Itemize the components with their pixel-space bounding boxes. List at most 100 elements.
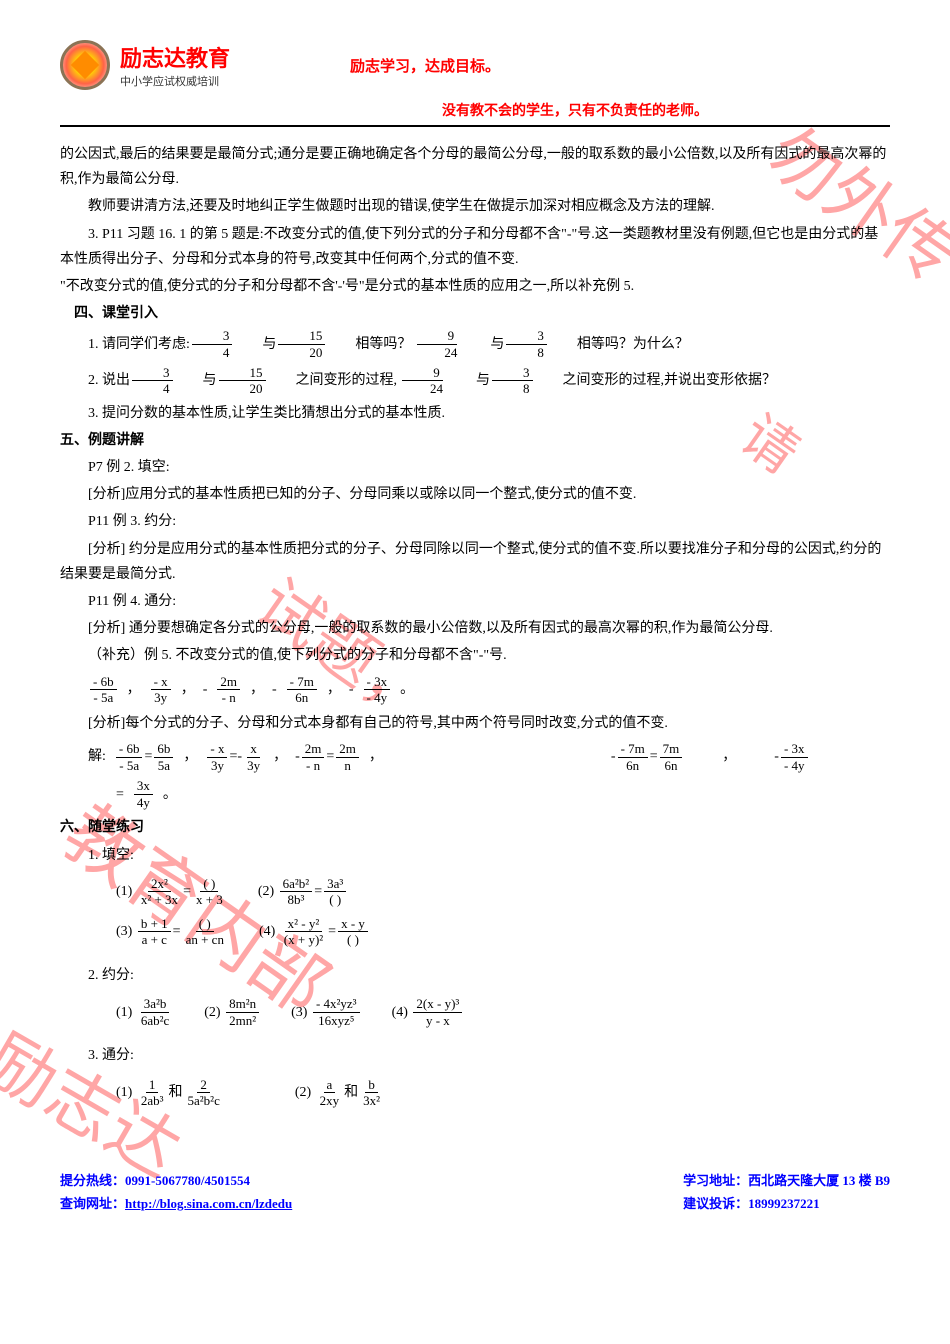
numerator: - 7m (618, 741, 648, 758)
denominator: 6n (292, 690, 311, 706)
denominator: 2mn² (226, 1013, 259, 1029)
paragraph: P11 例 3. 约分: (60, 509, 890, 534)
paragraph: 的公因式,最后的结果要是最简分式;通分是要正确地确定各个分母的最简公分母,一般的… (60, 142, 890, 192)
label: (2) (204, 1000, 220, 1025)
solution-line: 解: - 6b- 5a = 6b5a ， - x3y =- x3y ， - 2m… (60, 741, 890, 773)
text: = (328, 919, 336, 944)
numerator: ( ) (200, 876, 218, 893)
text: = (326, 744, 334, 769)
numerator: 6b (154, 741, 173, 758)
denominator: - 4y (364, 690, 391, 706)
denominator: 24 (413, 345, 460, 361)
exercise-row: (3) b + 1a + c = ( )an + cn (4) x² - y²(… (60, 916, 890, 948)
label: (3) (291, 1000, 307, 1025)
denominator: 2xy (317, 1093, 343, 1109)
exercise-title: 3. 通分: (60, 1043, 890, 1068)
text: 解: (88, 744, 106, 769)
denominator: 3y (151, 690, 170, 706)
logo-icon (60, 40, 110, 90)
denominator: 8b³ (284, 892, 307, 908)
exercise-row: (1) 2x²x² + 3x = ( )x + 3 (2) 6a²b²8b³ =… (60, 876, 890, 908)
paragraph: 3. P11 习题 16. 1 的第 5 题是:不改变分式的值,使下列分式的分子… (60, 222, 890, 272)
numerator: 2x² (148, 876, 171, 893)
section-title: 五、例题讲解 (60, 428, 890, 453)
denominator: - 5a (116, 758, 142, 774)
numerator: x (247, 741, 260, 758)
brand-title: 励志达教育 (120, 41, 230, 73)
label: (4) (392, 1000, 408, 1025)
solution-cont: = 3x4y 。 (60, 778, 890, 810)
text: - (272, 677, 277, 702)
text: 之间变形的过程, (268, 368, 398, 393)
text: ， (250, 677, 264, 702)
text: ， (327, 677, 341, 702)
numerator: 3a²b (141, 996, 170, 1013)
text: = (314, 879, 322, 904)
denominator: y - x (423, 1013, 453, 1029)
numerator: 3 (132, 365, 173, 382)
denominator: 6n (661, 758, 680, 774)
label: (4) (259, 919, 275, 944)
text: = (116, 782, 124, 807)
denominator: n (341, 758, 354, 774)
label: (1) (116, 1080, 132, 1105)
denominator: ( ) (344, 932, 362, 948)
denominator: 3y (244, 758, 263, 774)
url-label: 查询网址： (60, 1196, 125, 1211)
header-note: 没有教不会的学生，只有不负责任的老师。 (60, 100, 890, 120)
exercise-title: 2. 约分: (60, 963, 890, 988)
url-link[interactable]: http://blog.sina.com.cn/lzdedu (125, 1196, 292, 1211)
fraction-list: - 6b- 5a， - x3y， -2m- n， -- 7m6n， -- 3x-… (60, 674, 890, 706)
text: ， (181, 677, 195, 702)
numerator: b (365, 1077, 378, 1094)
question-1: 1. 请同学们考虑: 34 与 1520 相等吗？ 924 与 38 相等吗？为… (60, 328, 689, 360)
denominator: 3y (208, 758, 227, 774)
numerator: 3 (492, 365, 533, 382)
exercise-title: 1. 填空: (60, 843, 890, 868)
denominator: ( ) (326, 892, 344, 908)
paragraph: [分析]每个分式的分子、分母和分式本身都有自己的符号,其中两个符号同时改变,分式… (60, 711, 890, 736)
question-2: 2. 说出 34 与 1520 之间变形的过程, 924 与 38 之间变形的过… (60, 365, 776, 397)
denominator: - n (303, 758, 323, 774)
denominator: 16xyz⁵ (315, 1013, 357, 1029)
numerator: 3a³ (324, 876, 346, 893)
denominator: 4 (132, 381, 173, 397)
denominator: - n (219, 690, 239, 706)
denominator: 3x² (360, 1093, 383, 1109)
text: 2. 说出 (60, 368, 130, 393)
text: ， (127, 677, 141, 702)
denominator: 8 (492, 381, 533, 397)
text: - (295, 744, 300, 769)
denominator: 8 (506, 345, 547, 361)
numerator: 7m (660, 741, 683, 758)
numerator: x² - y² (285, 916, 323, 933)
paragraph: 教师要讲清方法,还要及时地纠正学生做题时出现的错误,使学生在做提示加深对相应概念… (60, 194, 890, 219)
text: ， (369, 744, 383, 769)
text: - (349, 677, 354, 702)
denominator: 4 (192, 345, 233, 361)
page-footer: 提分热线：0991-5067780/4501554 查询网址：http://bl… (60, 1169, 890, 1216)
text: 。 (163, 782, 177, 807)
text: - (237, 744, 242, 769)
text: = (144, 744, 152, 769)
text: - (611, 744, 616, 769)
numerator: - 4x²yz³ (313, 996, 360, 1013)
text: = (173, 919, 181, 944)
text: = (183, 879, 191, 904)
paragraph: [分析] 通分要想确定各分式的公分母,一般的取系数的最小公倍数,以及所有因式的最… (60, 616, 890, 641)
denominator: 20 (219, 381, 266, 397)
text: 与 (234, 332, 276, 357)
label: (1) (116, 879, 132, 904)
text: 相等吗？ (327, 332, 411, 357)
address-label: 学习地址： (683, 1173, 748, 1188)
label: (2) (258, 879, 274, 904)
suggestion-value: 18999237221 (748, 1196, 820, 1211)
denominator: (x + y)² (281, 932, 326, 948)
numerator: 3 (192, 328, 233, 345)
numerator: 2m (336, 741, 359, 758)
text: - (203, 677, 208, 702)
hotline-label: 提分热线： (60, 1173, 125, 1188)
denominator: 6ab²c (138, 1013, 172, 1029)
text: 与 (175, 368, 217, 393)
denominator: 6n (623, 758, 642, 774)
